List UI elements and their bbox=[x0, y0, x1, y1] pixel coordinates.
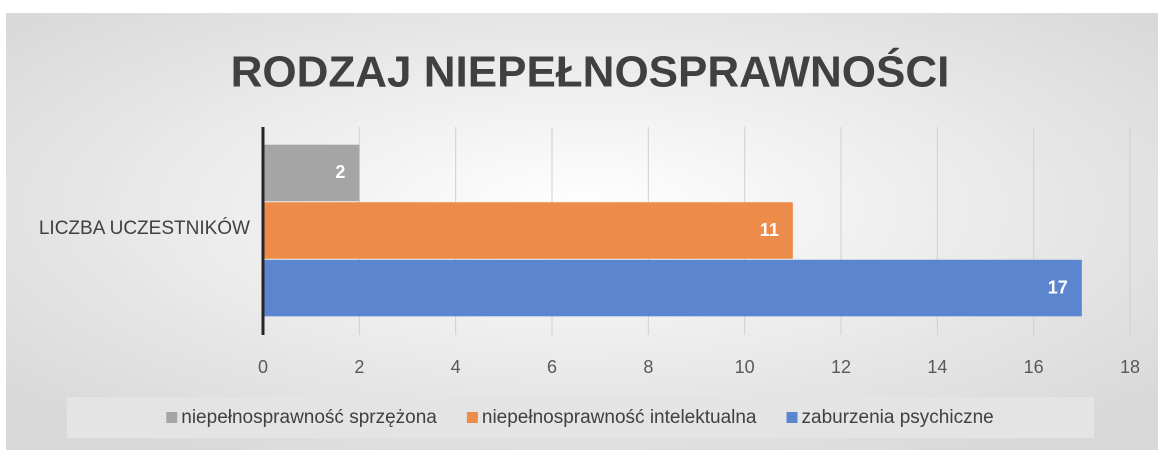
legend-label: niepełnosprawność sprzężona bbox=[181, 407, 437, 428]
bar bbox=[263, 144, 360, 202]
data-label: 11 bbox=[760, 220, 779, 240]
data-label: 17 bbox=[1048, 277, 1068, 297]
x-tick-label: 18 bbox=[1120, 357, 1140, 377]
bar bbox=[263, 259, 1082, 317]
x-tick-label: 8 bbox=[643, 357, 653, 377]
x-tick-label: 16 bbox=[1024, 357, 1044, 377]
x-tick-label: 2 bbox=[354, 357, 364, 377]
x-tick-label: 6 bbox=[547, 357, 557, 377]
bar bbox=[263, 202, 793, 259]
legend-swatch bbox=[786, 412, 798, 423]
x-tick-label: 0 bbox=[258, 357, 268, 377]
data-label: 2 bbox=[335, 162, 345, 182]
legend-label: zaburzenia psychiczne bbox=[802, 407, 994, 428]
chart-title: RODZAJ NIEPEŁNOSPRAWNOŚCI bbox=[231, 47, 950, 97]
x-tick-label: 12 bbox=[831, 357, 851, 377]
legend-label: niepełnosprawność intelektualna bbox=[482, 407, 757, 428]
legend-swatch bbox=[466, 412, 478, 423]
legend-swatch bbox=[166, 412, 178, 423]
x-tick-label: 10 bbox=[735, 357, 755, 377]
x-tick-label: 14 bbox=[927, 357, 947, 377]
legend-background bbox=[67, 397, 1094, 438]
x-tick-label: 4 bbox=[451, 357, 461, 377]
y-tick-label: LICZBA UCZESTNIKÓW bbox=[39, 217, 250, 239]
